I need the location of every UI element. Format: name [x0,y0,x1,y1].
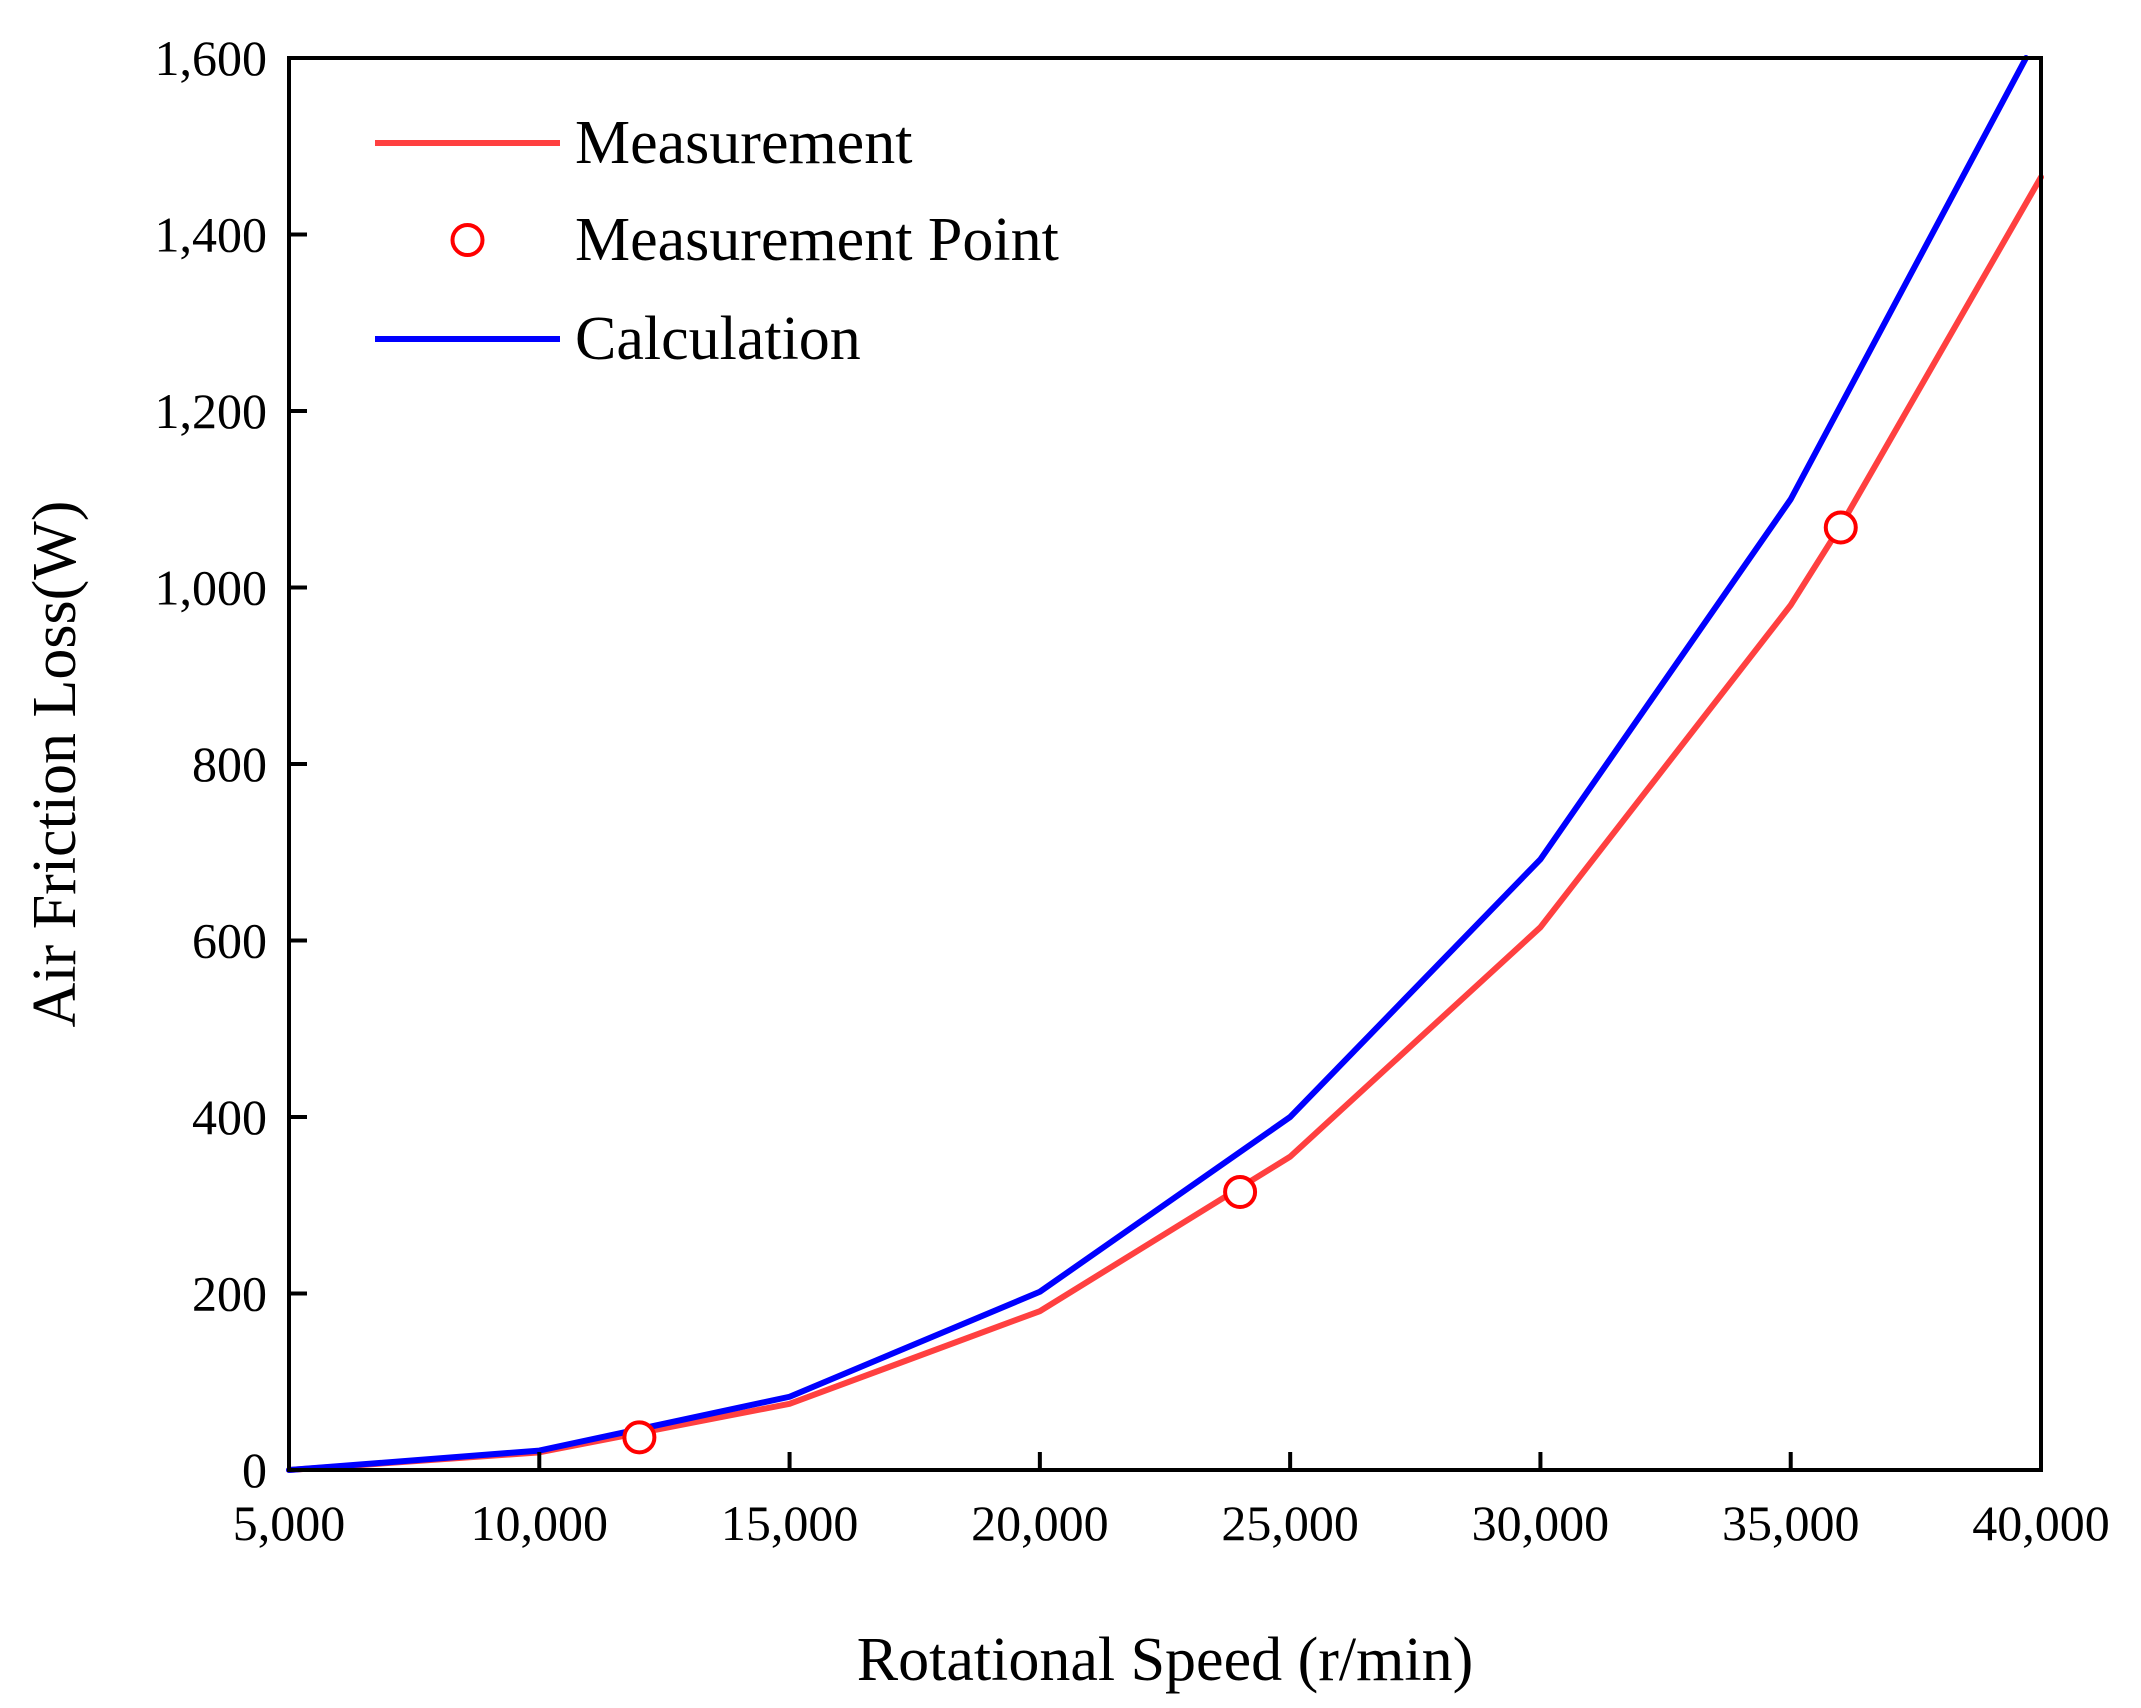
series-line-measurement [286,174,2044,1473]
y-tick-label: 200 [192,1266,267,1322]
legend-label: Measurement [575,109,912,177]
measurement-point [622,1420,657,1455]
legend: Measurement Measurement Point Calculation [375,109,1059,373]
legend-label: Calculation [575,305,861,373]
plot-lines [286,55,2044,1473]
x-tick-label: 10,000 [471,1495,609,1551]
x-tick-label: 15,000 [721,1495,859,1551]
series-line-calculation [286,55,2029,1473]
x-tick-label: 5,000 [233,1495,346,1551]
x-tick-label: 20,000 [971,1495,1109,1551]
x-axis: 5,000 10,000 15,000 20,000 25,000 30,000 35,00… [233,1452,2110,1551]
measurement-point [1223,1175,1258,1210]
y-tick-label: 0 [242,1442,267,1498]
y-tick-label: 400 [192,1089,267,1145]
y-axis: 0 200 400 600 800 1,000 1,200 1,400 1,600 [155,30,307,1498]
y-tick-label: 1,400 [155,207,268,263]
y-tick-label: 600 [192,913,267,969]
legend-label: Measurement Point [575,206,1059,274]
y-tick-label: 1,200 [155,383,268,439]
plot-frame [287,56,2043,1472]
y-tick-label: 1,000 [155,560,268,616]
y-tick-label: 800 [192,736,267,792]
y-tick-label: 1,600 [155,30,268,86]
x-tick-label: 40,000 [1972,1495,2110,1551]
measurement-point [1823,510,1858,545]
legend-swatch [450,223,485,257]
x-tick-label: 25,000 [1221,1495,1359,1551]
x-tick-label: 30,000 [1472,1495,1610,1551]
x-axis-title: Rotational Speed (r/min) [857,1626,1473,1694]
x-tick-label: 35,000 [1722,1495,1860,1551]
y-axis-title: Air Friction Loss(W) [21,501,89,1028]
